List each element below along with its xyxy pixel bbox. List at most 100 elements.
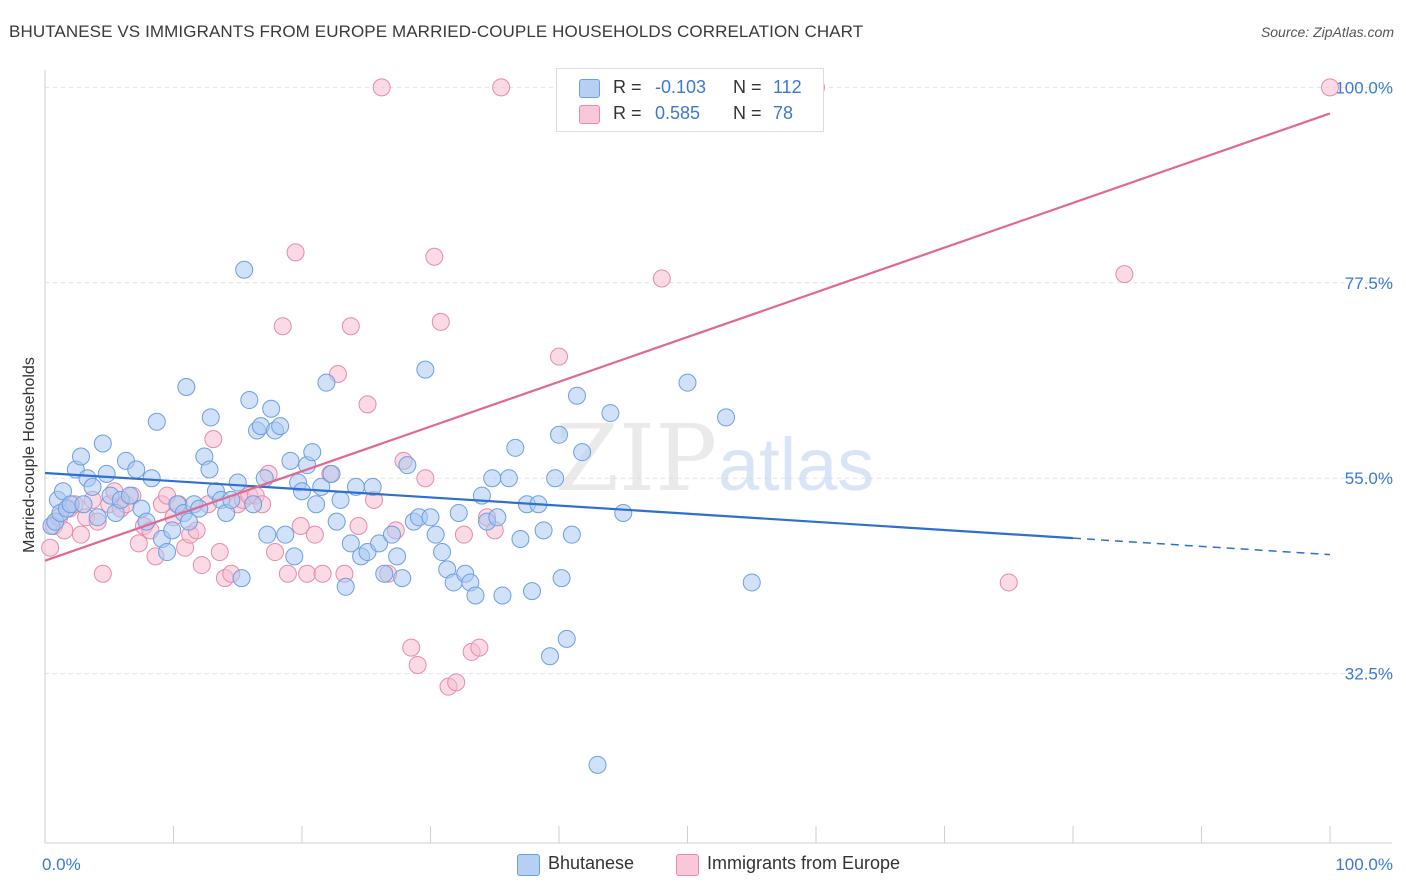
scatter-point-immigrants (425, 247, 444, 266)
scatter-point-immigrants (402, 638, 421, 657)
scatter-point-bhutanese (293, 482, 311, 501)
scatter-point-bhutanese (235, 260, 254, 279)
scatter-point-immigrants (291, 516, 310, 535)
legend-r-label: R = (613, 77, 642, 97)
scatter-point-immigrants (71, 525, 90, 544)
scatter-point-bhutanese (416, 360, 435, 379)
legend-swatch-immigrants (676, 854, 699, 876)
scatter-point-immigrants (298, 564, 317, 583)
scatter-point-immigrants (210, 543, 229, 562)
scatter-point-immigrants (273, 317, 292, 336)
scatter-point-bhutanese (499, 469, 518, 488)
scatter-point-bhutanese (534, 521, 553, 540)
scatter-point-immigrants (416, 469, 435, 488)
scatter-point-bhutanese (317, 373, 336, 392)
y-tick-label: 77.5% (1345, 274, 1393, 293)
scatter-point-bhutanese (742, 573, 761, 592)
legend-n-value: 78 (773, 103, 794, 123)
legend-n-label: N = (733, 103, 762, 123)
scatter-point-bhutanese (200, 460, 219, 479)
scatter-point-immigrants (408, 655, 427, 674)
trend-line-bhutanese (44, 471, 1074, 540)
scatter-point-immigrants (652, 269, 671, 288)
scatter-point-immigrants (266, 543, 285, 562)
scatter-point-bhutanese (97, 464, 116, 483)
legend-label-immigrants: Immigrants from Europe (707, 853, 901, 873)
legend-n-label: N = (733, 77, 762, 97)
scatter-point-bhutanese (449, 503, 468, 522)
scatter-point-immigrants (470, 638, 489, 657)
scatter-point-bhutanese (147, 412, 166, 431)
scatter-point-bhutanese (614, 503, 633, 522)
scatter-point-bhutanese (375, 564, 394, 583)
scatter-point-bhutanese (93, 434, 112, 453)
scatter-point-bhutanese (190, 499, 209, 518)
watermark: ZIP atlas (555, 405, 874, 512)
scatter-point-bhutanese (488, 508, 507, 527)
scatter-point-bhutanese (258, 525, 277, 544)
scatter-point-bhutanese (163, 521, 182, 540)
x-tick-label: 100.0% (1335, 855, 1393, 874)
scatter-point-immigrants (1115, 265, 1134, 284)
legend-r-label: R = (613, 103, 642, 123)
scatter-point-bhutanese (276, 525, 295, 544)
scatter-point-bhutanese (120, 486, 139, 505)
scatter-point-bhutanese (331, 490, 350, 509)
scatter-point-bhutanese (493, 586, 512, 605)
scatter-point-bhutanese (88, 508, 107, 527)
scatter-point-immigrants (305, 525, 324, 544)
scatter-point-bhutanese (433, 543, 452, 562)
scatter-point-immigrants (93, 564, 112, 583)
scatter-point-bhutanese (546, 469, 565, 488)
scatter-point-bhutanese (158, 543, 177, 562)
scatter-point-immigrants (1321, 78, 1339, 97)
scatter-point-bhutanese (285, 547, 304, 566)
legend-swatch-blue (579, 79, 600, 98)
y-tick-label: 100.0% (1335, 78, 1393, 97)
legend-r-value: -0.103 (655, 77, 707, 97)
scatter-point-bhutanese (232, 569, 251, 588)
y-tick-label: 32.5% (1345, 665, 1393, 684)
scatter-point-bhutanese (393, 569, 412, 588)
trend-lines (44, 112, 1331, 562)
scatter-point-bhutanese (573, 443, 592, 462)
scatter-point-bhutanese (271, 417, 290, 436)
legend-n-value: 112 (773, 77, 802, 97)
scatter-point-bhutanese (201, 408, 220, 427)
stats-legend: R = -0.103 N = 112 R = 0.585 N = 78 (556, 68, 824, 132)
scatter-point-immigrants (41, 538, 60, 557)
scatter-point-bhutanese (466, 586, 485, 605)
x-tick-label: 0.0% (42, 855, 81, 874)
scatter-point-bhutanese (541, 647, 560, 666)
scatter-point-bhutanese (71, 447, 90, 466)
scatter-point-immigrants (372, 78, 391, 97)
scatter-point-bhutanese (678, 373, 697, 392)
scatter-point-immigrants (204, 430, 223, 449)
scatter-point-bhutanese (552, 569, 571, 588)
scatter-point-immigrants (358, 395, 377, 414)
scatter-point-bhutanese (567, 386, 586, 405)
scatter-point-bhutanese (127, 460, 146, 479)
source-label: Source: ZipAtlas.com (1260, 24, 1394, 40)
trend-line-bhutanese-extension (1072, 537, 1331, 556)
scatter-point-bhutanese (228, 473, 247, 492)
scatter-point-bhutanese (341, 534, 360, 553)
scatter-point-bhutanese (382, 525, 401, 544)
scatter-point-immigrants (999, 573, 1018, 592)
scatter-point-immigrants (349, 516, 368, 535)
scatter-point-bhutanese (303, 443, 322, 462)
scatter-point-bhutanese (557, 629, 576, 648)
scatter-point-bhutanese (83, 477, 102, 496)
scatter-point-bhutanese (370, 534, 389, 553)
tick-labels: 32.5% 55.0% 77.5% 100.0% 0.0% 100.0% (42, 78, 1393, 874)
scatter-point-bhutanese (511, 530, 530, 549)
y-tick-label: 55.0% (1345, 469, 1393, 488)
scatter-point-bhutanese (601, 404, 620, 423)
scatter-point-bhutanese (388, 547, 407, 566)
scatter-point-bhutanese (506, 438, 525, 457)
scatter-point-bhutanese (262, 399, 281, 418)
scatter-point-bhutanese (421, 508, 440, 527)
legend-r-value: 0.585 (655, 103, 701, 123)
scatter-point-immigrants (492, 78, 511, 97)
